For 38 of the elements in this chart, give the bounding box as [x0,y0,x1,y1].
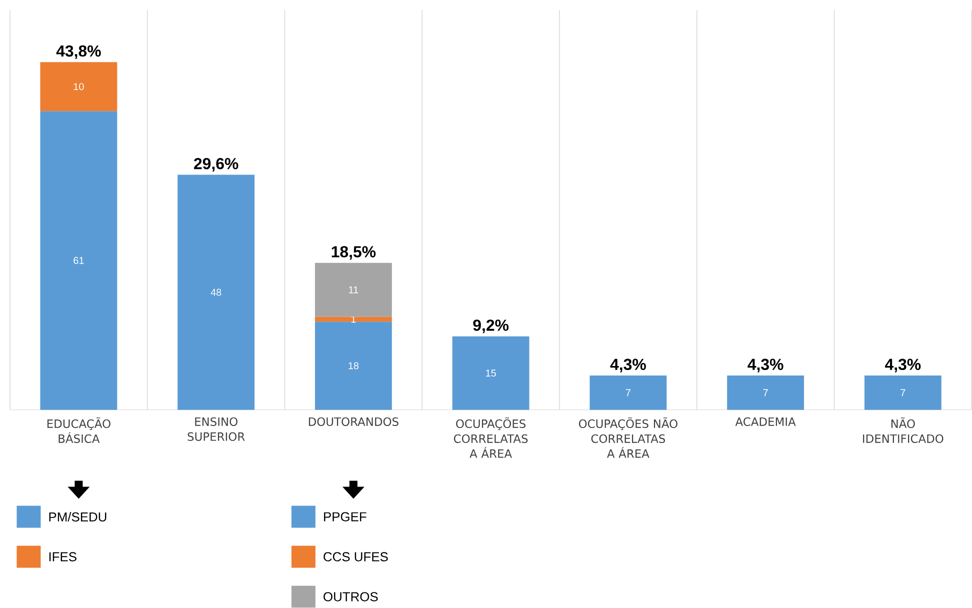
bar [314,263,392,317]
legend-label: PPGEF [324,512,366,522]
annotation: 29,6% [194,158,238,172]
data-label: 10 [74,83,84,90]
data-label: 7 [900,389,906,396]
legend-label: PM/SEDU [49,512,106,522]
legend-label: OUTROS [324,592,378,602]
bar [314,322,392,410]
annotation: 4,3% [610,358,646,372]
data-label: 18 [348,362,359,370]
annotation: 9,2% [473,320,509,334]
annotation: 43,8% [56,45,101,60]
bar [40,111,118,410]
bar [727,376,804,410]
data-label: 61 [74,257,84,264]
data-label: 11 [349,286,358,294]
x-tick-label: NÃO IDENTIFICADO [863,417,944,444]
data-label: 7 [763,389,768,396]
bar [314,316,392,322]
annotation: 4,3% [748,358,784,372]
data-label: 15 [486,370,496,377]
bar [178,174,255,410]
annotation: 4,3% [884,358,921,372]
legend-label: IFES [49,552,76,562]
x-tick-label: ACADEMIA [735,417,796,426]
legend-label: CCS UFES [324,552,388,562]
data-label: 48 [210,288,222,296]
bar [452,336,530,410]
x-tick-label: EDUCAÇÃO BÁSICA [47,417,110,444]
x-tick-label: ENSINO SUPERIOR [188,417,245,442]
bar [590,376,667,410]
x-tick-label: DOUTORANDOS [308,417,398,426]
bar [864,376,942,410]
x-tick-label: OCUPAÇÕES NÃO CORRELATAS A ÁREA [578,417,678,458]
data-label: 7 [626,389,630,396]
bar [40,62,118,112]
x-tick-label: OCUPAÇÕES CORRELATAS A ÁREA [454,417,528,458]
annotation: 18,5% [332,246,376,260]
